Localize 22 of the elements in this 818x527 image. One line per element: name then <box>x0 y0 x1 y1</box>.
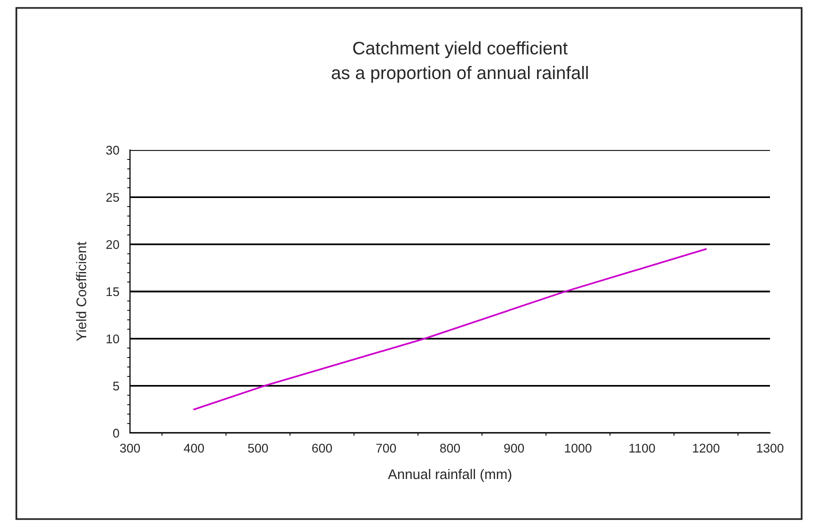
y-axis-title: Yield Coefficient <box>76 242 86 341</box>
x-tick-label: 700 <box>376 444 396 453</box>
x-tick-label: 1300 <box>757 444 784 453</box>
x-tick-label: 1200 <box>693 444 720 453</box>
y-tick-label: 0 <box>113 428 120 438</box>
x-tick-label: 400 <box>184 444 204 453</box>
x-tick-label: 300 <box>120 444 140 453</box>
y-tick-label: 5 <box>113 382 120 390</box>
y-tick-label: 25 <box>106 192 120 202</box>
chart-title: Catchment yield coefficient as a proportion of annual rainfall <box>332 41 588 83</box>
y-tick-label: 20 <box>106 240 120 249</box>
x-tick-label: 600 <box>312 444 332 453</box>
line-series <box>193 248 707 410</box>
y-tick-label: 15 <box>106 287 120 296</box>
x-tick-label: 1000 <box>565 444 592 453</box>
x-tick-label: 800 <box>440 444 460 453</box>
y-tick-label: 30 <box>106 146 120 155</box>
y-tick-label: 10 <box>106 334 120 344</box>
x-tick-label: 500 <box>248 444 268 453</box>
x-tick-label: 1100 <box>630 444 655 453</box>
x-axis-title: Annual rainfall (mm) <box>388 468 512 482</box>
x-tick-label: 900 <box>504 444 524 453</box>
